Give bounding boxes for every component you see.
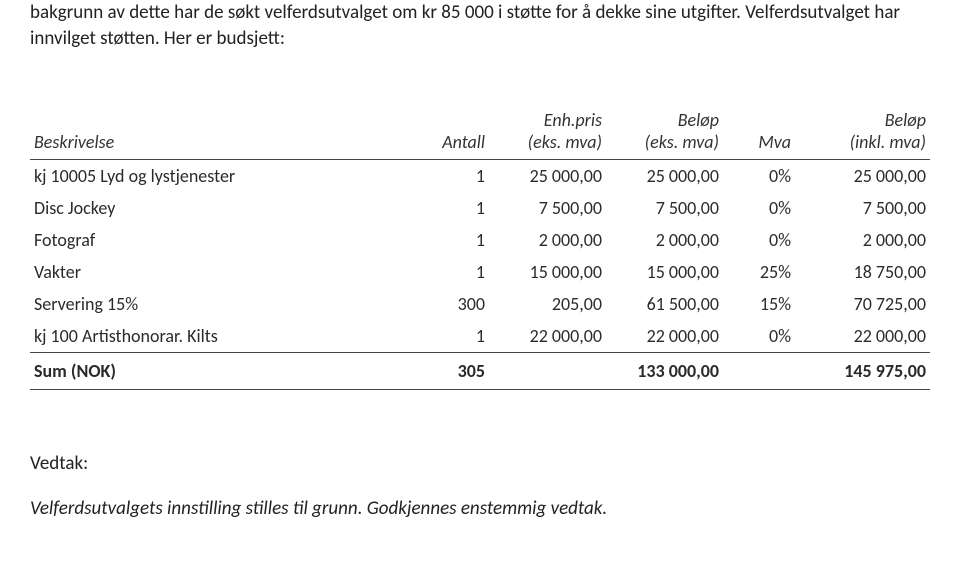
sum-label: Sum (NOK) — [30, 353, 399, 390]
table-body: kj 10005 Lyd og lystjenester 1 25 000,00… — [30, 160, 930, 353]
cell-mva: 0% — [723, 320, 795, 353]
sum-belop: 133 000,00 — [606, 353, 723, 390]
col-belop-inkl: Beløp (inkl. mva) — [795, 103, 930, 160]
cell-enhpris: 7 500,00 — [489, 192, 606, 224]
cell-antall: 300 — [399, 288, 489, 320]
cell-belop: 7 500,00 — [606, 192, 723, 224]
cell-desc: kj 10005 Lyd og lystjenester — [30, 160, 399, 193]
cell-mva: 15% — [723, 288, 795, 320]
cell-enhpris: 205,00 — [489, 288, 606, 320]
sum-mva — [723, 353, 795, 390]
table-row: Disc Jockey 1 7 500,00 7 500,00 0% 7 500… — [30, 192, 930, 224]
cell-desc: kj 100 Artisthonorar. Kilts — [30, 320, 399, 353]
cell-belop-inkl: 7 500,00 — [795, 192, 930, 224]
table-row: kj 10005 Lyd og lystjenester 1 25 000,00… — [30, 160, 930, 193]
cell-belop-inkl: 18 750,00 — [795, 256, 930, 288]
cell-antall: 1 — [399, 256, 489, 288]
sum-belop-inkl: 145 975,00 — [795, 353, 930, 390]
col-enhpris-l1: Enh.pris — [544, 109, 602, 131]
col-antall: Antall — [399, 103, 489, 160]
col-belopink-l2: (inkl. mva) — [850, 131, 926, 153]
budget-table: Beskrivelse Antall Enh.pris (eks. mva) B… — [30, 103, 930, 390]
cell-desc: Fotograf — [30, 224, 399, 256]
col-belopink-l1: Beløp — [885, 109, 926, 131]
cell-mva: 0% — [723, 160, 795, 193]
cell-belop: 61 500,00 — [606, 288, 723, 320]
vedtak-block: Vedtak: Velferdsutvalgets innstilling st… — [30, 452, 930, 520]
cell-belop-inkl: 22 000,00 — [795, 320, 930, 353]
cell-belop: 15 000,00 — [606, 256, 723, 288]
cell-belop: 22 000,00 — [606, 320, 723, 353]
cell-belop-inkl: 2 000,00 — [795, 224, 930, 256]
table-header: Beskrivelse Antall Enh.pris (eks. mva) B… — [30, 103, 930, 160]
table-row: kj 100 Artisthonorar. Kilts 1 22 000,00 … — [30, 320, 930, 353]
page: bakgrunn av dette har de søkt velferdsut… — [0, 0, 960, 520]
sum-antall: 305 — [399, 353, 489, 390]
cell-antall: 1 — [399, 224, 489, 256]
col-belop: Beløp (eks. mva) — [606, 103, 723, 160]
cell-antall: 1 — [399, 320, 489, 353]
col-beskrivelse: Beskrivelse — [30, 103, 399, 160]
cell-mva: 0% — [723, 224, 795, 256]
table-row: Servering 15% 300 205,00 61 500,00 15% 7… — [30, 288, 930, 320]
cell-belop-inkl: 70 725,00 — [795, 288, 930, 320]
table-row: Fotograf 1 2 000,00 2 000,00 0% 2 000,00 — [30, 224, 930, 256]
vedtak-label: Vedtak: — [30, 452, 930, 475]
cell-mva: 25% — [723, 256, 795, 288]
col-mva: Mva — [723, 103, 795, 160]
cell-enhpris: 15 000,00 — [489, 256, 606, 288]
cell-antall: 1 — [399, 160, 489, 193]
cell-belop: 25 000,00 — [606, 160, 723, 193]
col-enhpris-l2: (eks. mva) — [528, 131, 602, 153]
cell-enhpris: 2 000,00 — [489, 224, 606, 256]
col-belop-l1: Beløp — [678, 109, 719, 131]
cell-belop: 2 000,00 — [606, 224, 723, 256]
cell-desc: Servering 15% — [30, 288, 399, 320]
cell-mva: 0% — [723, 192, 795, 224]
col-enhpris: Enh.pris (eks. mva) — [489, 103, 606, 160]
table-footer: Sum (NOK) 305 133 000,00 145 975,00 — [30, 353, 930, 390]
cell-belop-inkl: 25 000,00 — [795, 160, 930, 193]
cell-antall: 1 — [399, 192, 489, 224]
cell-desc: Vakter — [30, 256, 399, 288]
intro-paragraph: bakgrunn av dette har de søkt velferdsut… — [30, 0, 930, 51]
table-row: Vakter 1 15 000,00 15 000,00 25% 18 750,… — [30, 256, 930, 288]
sum-enhpris — [489, 353, 606, 390]
cell-enhpris: 22 000,00 — [489, 320, 606, 353]
col-belop-l2: (eks. mva) — [645, 131, 719, 153]
vedtak-text: Velferdsutvalgets innstilling stilles ti… — [30, 497, 930, 520]
cell-enhpris: 25 000,00 — [489, 160, 606, 193]
cell-desc: Disc Jockey — [30, 192, 399, 224]
